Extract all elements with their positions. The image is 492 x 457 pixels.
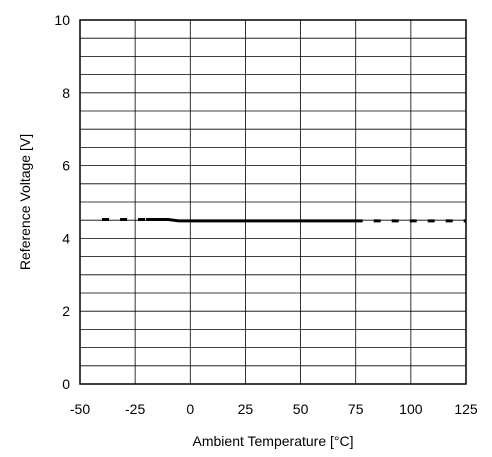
y-tick-label: 8 — [62, 85, 70, 101]
series-line-solid — [146, 217, 356, 223]
y-axis-label: Reference Voltage [V] — [17, 134, 33, 270]
y-tick-label: 6 — [62, 158, 70, 174]
x-tick-label: 50 — [293, 401, 309, 417]
x-tick-label: -25 — [125, 401, 145, 417]
y-tick-labels: 0 2 4 6 8 10 — [54, 12, 70, 392]
chart-series — [102, 217, 466, 223]
chart-grid — [80, 20, 466, 384]
x-tick-labels: -50 -25 0 25 50 75 100 125 — [70, 401, 478, 417]
plot-frame — [79, 19, 467, 385]
x-axis-label: Ambient Temperature [°C] — [193, 433, 354, 449]
x-tick-label: 25 — [238, 401, 254, 417]
y-tick-label: 0 — [62, 376, 70, 392]
x-tick-label: 75 — [348, 401, 364, 417]
x-tick-label: -50 — [70, 401, 90, 417]
y-tick-label: 10 — [54, 12, 70, 28]
y-tick-label: 2 — [62, 303, 70, 319]
x-tick-label: 0 — [186, 401, 194, 417]
x-tick-label: 100 — [399, 401, 423, 417]
x-tick-label: 125 — [454, 401, 478, 417]
y-tick-label: 4 — [62, 230, 70, 246]
